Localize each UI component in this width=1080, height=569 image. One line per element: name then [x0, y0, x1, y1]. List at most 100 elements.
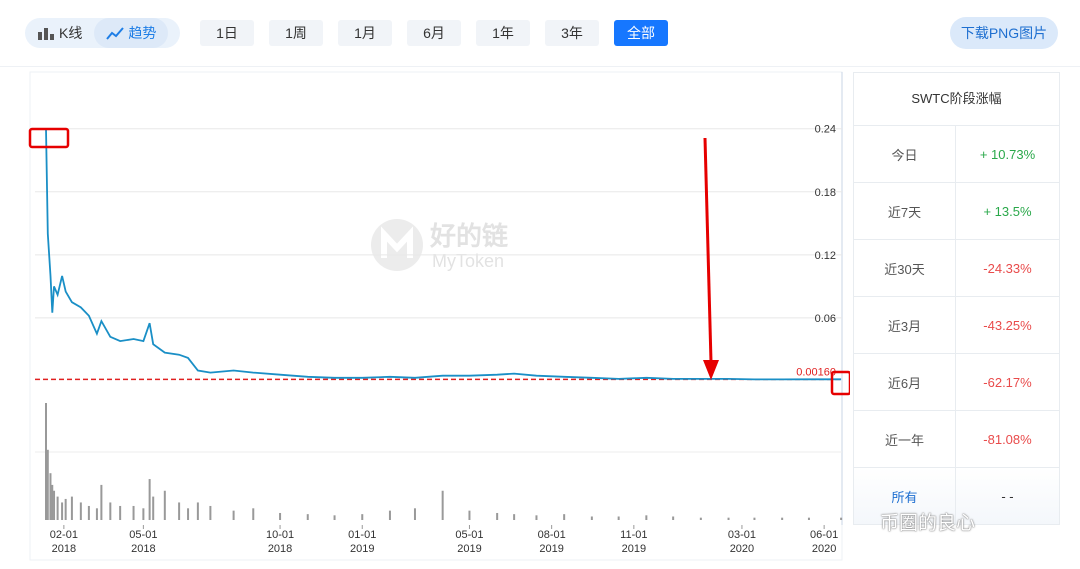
table-row: 近7天 + 13.5% — [854, 183, 1059, 240]
mode-label: 趋势 — [128, 25, 157, 41]
row-value: + 13.5% — [983, 203, 1032, 219]
volume-bar — [100, 484, 103, 520]
table-row: 今日 + 10.73% — [854, 126, 1059, 183]
y-tick-label: 0.12 — [815, 250, 836, 262]
volume-bar — [152, 496, 155, 520]
volume-bar — [95, 508, 98, 520]
volume-bar — [645, 515, 648, 520]
range-button[interactable]: 全部 — [614, 20, 668, 46]
volume-bar — [163, 490, 166, 520]
volume-bar — [232, 510, 235, 520]
side-title: SWTC阶段涨幅 — [854, 73, 1059, 126]
range-button[interactable]: 1年 — [476, 20, 530, 46]
volume-bar — [727, 517, 730, 520]
mode-button[interactable]: 趋势 — [94, 18, 169, 48]
range-button[interactable]: 1周 — [269, 20, 323, 46]
table-row: 近6月 -62.17% — [854, 354, 1059, 411]
volume-bar — [590, 516, 593, 520]
row-label: 近3月 — [854, 297, 956, 353]
row-label: 近一年 — [854, 411, 956, 467]
arrow-head — [703, 360, 719, 380]
footer-watermark: 币圈的良心 — [880, 513, 976, 534]
x-tick-label: 05-01 2019 — [455, 529, 483, 555]
volume-bar — [441, 490, 444, 520]
range-button[interactable]: 6月 — [407, 20, 461, 46]
volume-bar — [196, 502, 199, 520]
volume-bar — [468, 510, 471, 520]
volume-bar — [672, 516, 675, 520]
volume-bar — [535, 515, 538, 520]
highlight-box — [28, 127, 70, 149]
y-tick-label: 0.24 — [815, 124, 836, 136]
x-tick-label: 03-01 2020 — [728, 529, 756, 555]
row-value: -62.17% — [983, 374, 1032, 390]
x-tick-label: 01-01 2019 — [348, 529, 376, 555]
x-tick-label: 06-01 2020 — [810, 529, 838, 555]
volume-bar — [56, 496, 59, 520]
volume-bar — [209, 505, 212, 520]
volume-bar — [148, 479, 151, 520]
volume-bar — [781, 517, 784, 520]
chart: 好的链 MyToken 0.06 0.12 0.18 0.24 02-01 2018 05-… — [28, 71, 850, 561]
volume-bar — [64, 498, 67, 520]
x-tick-label: 02-01 2018 — [50, 529, 78, 555]
y-tick-label: 0.06 — [815, 313, 836, 325]
table-row: 近3月 -43.25% — [854, 297, 1059, 354]
volume-bar — [187, 508, 190, 520]
watermark-logo — [371, 219, 423, 271]
annotations — [28, 127, 850, 396]
volume-bar — [45, 403, 47, 520]
row-label: 今日 — [854, 126, 956, 182]
chart-frame — [29, 71, 843, 561]
table-row: 近30天 -24.33% — [854, 240, 1059, 297]
toolbar: K线 趋势 1日 1周 1月 6月 1年 3年 全部 下载PNG图片 — [0, 0, 1080, 67]
volume-bar — [61, 502, 64, 520]
watermark: 好的链 MyToken — [371, 219, 508, 271]
x-tick-label: 05-01 2018 — [129, 529, 157, 555]
side-table: SWTC阶段涨幅 今日 + 10.73% 近7天 + 13.5% 近30天 -24.33%… — [853, 72, 1060, 525]
volume-bar — [563, 514, 566, 520]
arrow-shaft — [703, 137, 713, 363]
mode-switch: K线 趋势 — [25, 18, 180, 48]
range-button[interactable]: 3年 — [545, 20, 599, 46]
x-tick-label: 10-01 2018 — [266, 529, 294, 555]
price-label: 0.00160 — [796, 366, 836, 378]
volume-bar — [87, 505, 90, 520]
row-label: 近30天 — [854, 240, 956, 296]
watermark-text: MyToken — [432, 251, 504, 271]
volume-bar — [840, 517, 843, 520]
volume-bar — [51, 484, 54, 520]
volume-bar — [178, 502, 181, 520]
volume-bar — [49, 473, 52, 520]
volume-bar — [79, 502, 82, 520]
volume-bar — [142, 508, 145, 520]
row-value: - - — [1001, 488, 1014, 504]
mode-label: K线 — [59, 25, 83, 41]
x-tick-label: 11-01 2019 — [620, 529, 647, 555]
volume-bar — [109, 502, 112, 520]
row-label[interactable]: 所有 — [854, 468, 956, 524]
range-button[interactable]: 1日 — [200, 20, 254, 46]
volume-bar — [807, 517, 810, 520]
row-label: 近6月 — [854, 354, 956, 410]
volume-bar — [46, 449, 49, 520]
row-value: + 10.73% — [979, 146, 1036, 162]
price-line-series — [45, 128, 842, 381]
volume-bar — [119, 505, 122, 520]
volume-bar — [496, 512, 499, 520]
x-tick-label: 08-01 2019 — [538, 529, 566, 555]
volume-bar — [53, 490, 56, 520]
mode-button[interactable]: K线 — [25, 18, 94, 48]
row-value: -24.33% — [983, 260, 1032, 276]
volume-bar — [753, 517, 756, 520]
volume-bar — [361, 514, 364, 520]
row-value: -81.08% — [983, 431, 1032, 447]
volume-bar — [333, 515, 336, 520]
download-button[interactable]: 下载PNG图片 — [950, 17, 1058, 49]
volume-bar — [279, 512, 282, 520]
table-row: 近一年 -81.08% — [854, 411, 1059, 468]
table-row: 所有 - - — [854, 468, 1059, 524]
range-button[interactable]: 1月 — [338, 20, 392, 46]
volume-bar — [513, 514, 516, 520]
